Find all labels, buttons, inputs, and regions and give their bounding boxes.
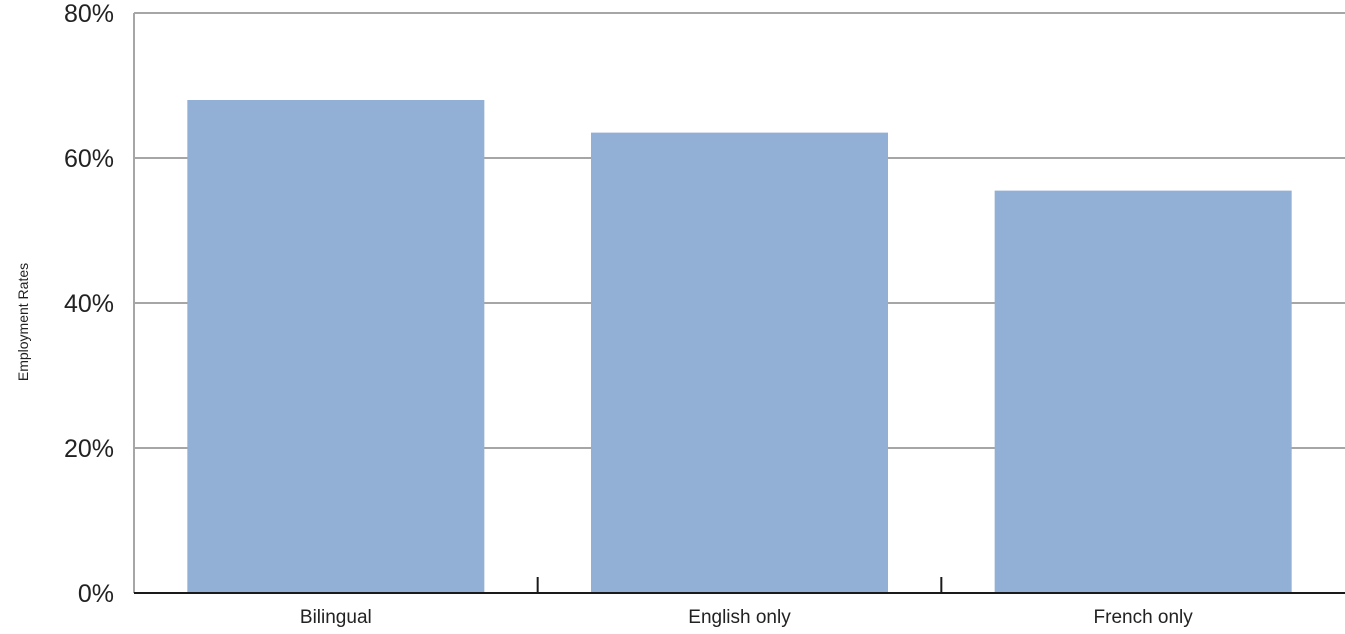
bar-bilingual [187, 100, 485, 593]
y-tick-label-80: 80% [64, 0, 114, 28]
y-tick-label-40: 40% [64, 290, 114, 318]
x-tick-label-bilingual: Bilingual [300, 607, 372, 628]
bar-french-only [994, 190, 1292, 593]
axes [133, 12, 1345, 594]
y-axis-label: Employment Rates [15, 263, 31, 381]
y-tick-label-20: 20% [64, 435, 114, 463]
labels: 0% 20% 40% 60% 80% Bilingual English only Frenc… [64, 0, 1193, 628]
y-tick-label-0: 0% [78, 580, 114, 608]
bars [187, 100, 1292, 593]
y-tick-label-60: 60% [64, 145, 114, 173]
x-tick-label-english-only: English only [688, 607, 791, 628]
bar-english-only [591, 132, 888, 593]
x-tick-label-french-only: French only [1094, 607, 1194, 628]
